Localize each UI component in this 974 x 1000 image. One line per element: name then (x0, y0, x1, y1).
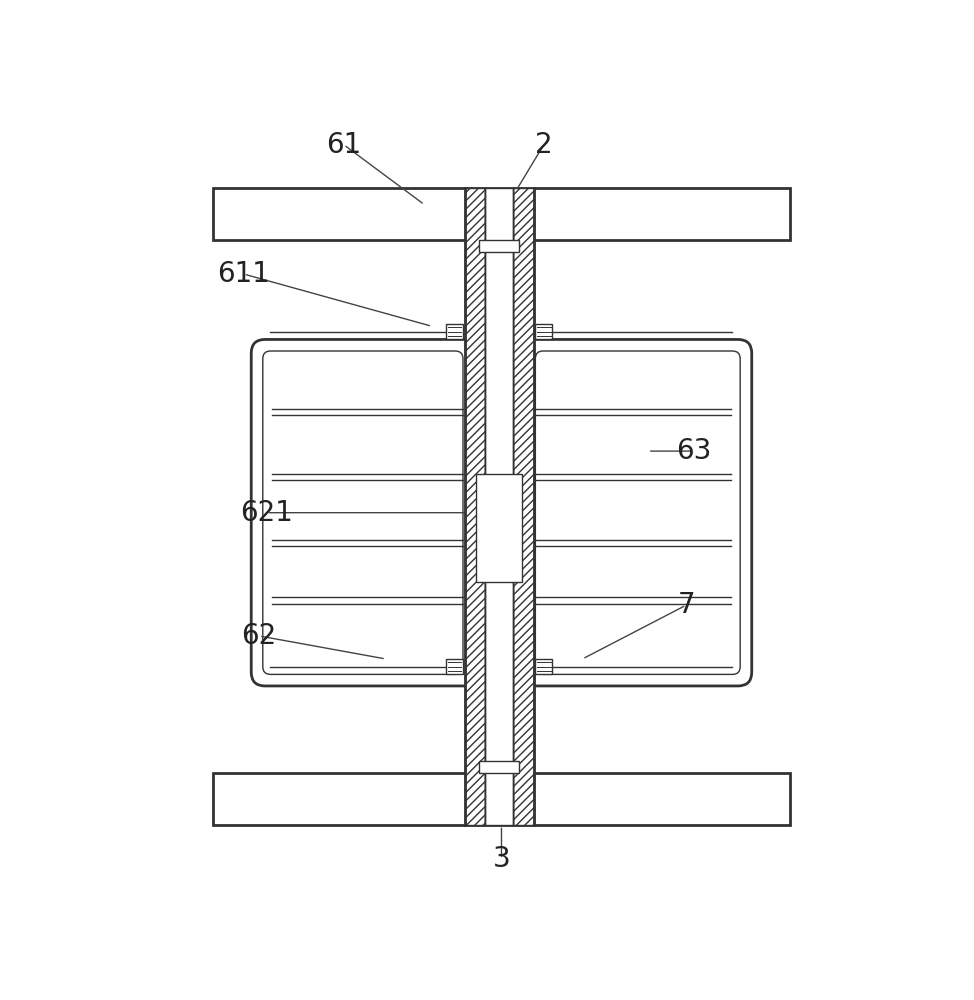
Text: 621: 621 (241, 499, 293, 527)
Bar (536, 659, 552, 674)
Bar (212, 188, 790, 240)
Bar (536, 324, 552, 339)
Bar (212, 773, 790, 825)
Bar (465, 188, 485, 825)
Text: 611: 611 (217, 260, 270, 288)
FancyBboxPatch shape (536, 351, 740, 674)
Bar (479, 240, 519, 252)
Bar (446, 324, 463, 339)
Bar (476, 474, 522, 582)
Bar (446, 659, 463, 674)
Text: 3: 3 (493, 845, 510, 873)
Bar (479, 761, 519, 773)
FancyBboxPatch shape (263, 351, 463, 674)
Text: 61: 61 (326, 131, 361, 159)
Text: 7: 7 (678, 591, 695, 619)
Text: 2: 2 (535, 131, 552, 159)
FancyBboxPatch shape (251, 339, 752, 686)
Text: 62: 62 (242, 622, 277, 650)
Bar (513, 188, 534, 825)
Text: 63: 63 (676, 437, 712, 465)
Bar (485, 188, 513, 825)
